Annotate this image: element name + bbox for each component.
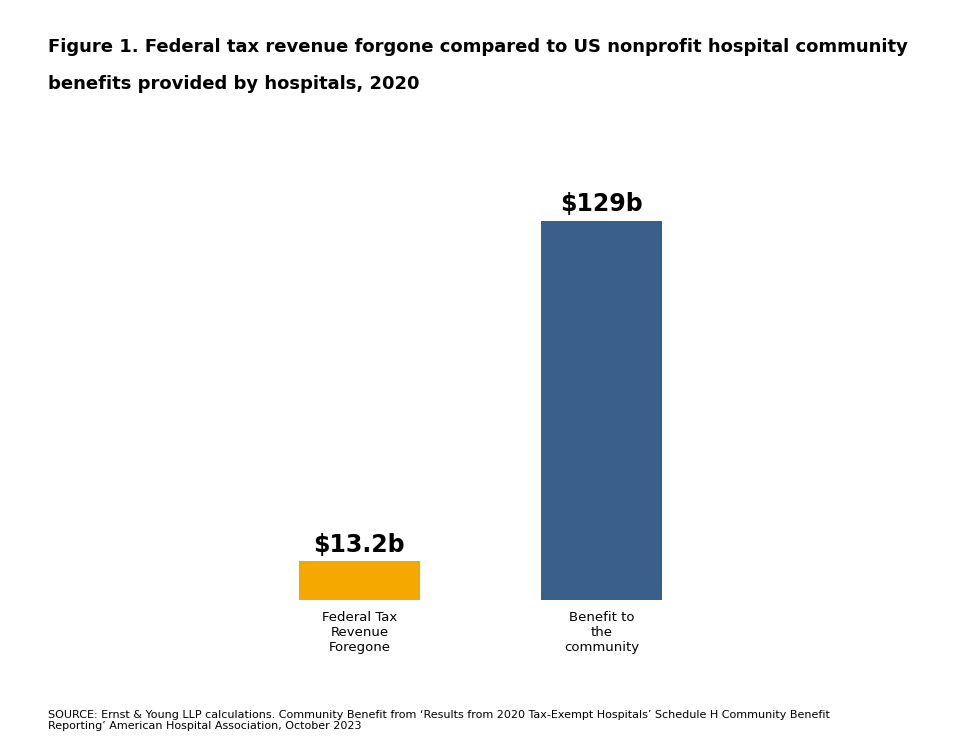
Text: $129b: $129b [560, 193, 643, 217]
Text: SOURCE: Ernst & Young LLP calculations. Community Benefit from ‘Results from 202: SOURCE: Ernst & Young LLP calculations. … [48, 710, 830, 731]
Bar [299, 561, 420, 600]
Bar [541, 220, 662, 600]
Text: Figure 1. Federal tax revenue forgone compared to US nonprofit hospital communit: Figure 1. Federal tax revenue forgone co… [48, 38, 908, 56]
Text: benefits provided by hospitals, 2020: benefits provided by hospitals, 2020 [48, 75, 420, 93]
Text: $13.2b: $13.2b [313, 532, 406, 556]
